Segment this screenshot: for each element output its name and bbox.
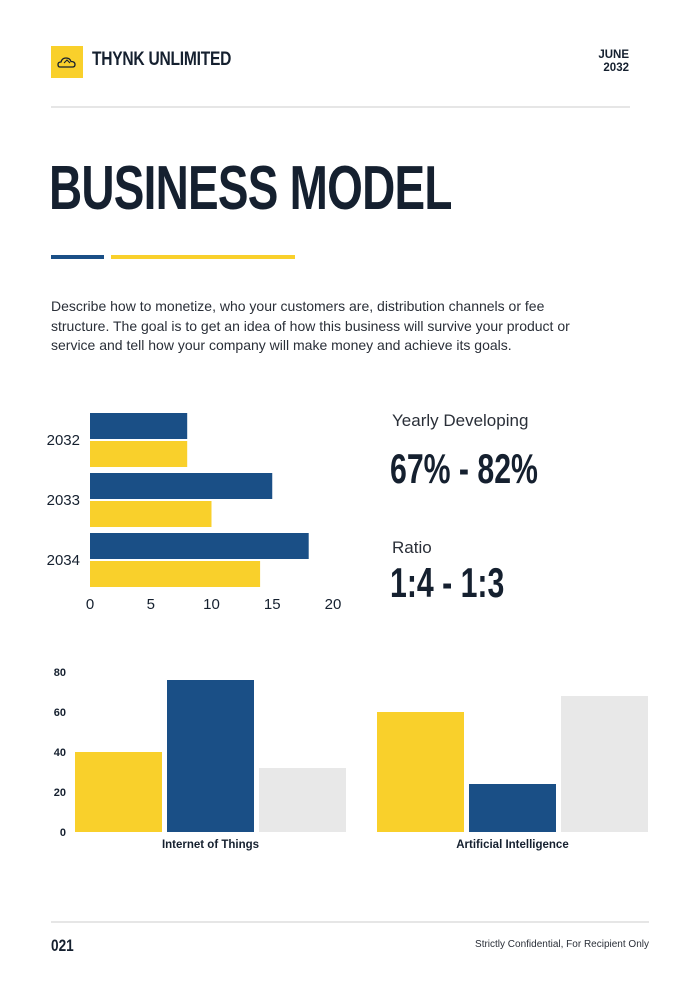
x-tick-label: 0: [86, 596, 94, 613]
date-year: 2032: [603, 62, 629, 74]
description-text: Describe how to monetize, who your custo…: [51, 298, 570, 353]
hbar-2032-s1: [90, 441, 188, 467]
category-label: Internet of Things: [162, 839, 259, 851]
stat-label-yearly: Yearly Developing: [392, 411, 529, 430]
vbar-1-s0: [377, 712, 464, 832]
x-tick-label: 15: [264, 596, 281, 613]
hbar-2034-s0: [90, 533, 309, 559]
logo-icon: [51, 46, 83, 78]
hbar-2033-s1: [90, 501, 212, 527]
date-month: JUNE: [598, 49, 629, 61]
vbar-1-s2: [561, 696, 648, 832]
y-tick-label: 20: [54, 787, 66, 799]
confidential-note: Strictly Confidential, For Recipient Onl…: [475, 939, 649, 950]
category-label: Artificial Intelligence: [456, 839, 568, 851]
title-accent-yellow: [111, 255, 295, 259]
vbar-0-s0: [75, 752, 162, 832]
stat-label-ratio: Ratio: [392, 538, 432, 557]
brand-name: THYNK UNLIMITED: [92, 49, 232, 70]
vbar-1-s1: [469, 784, 556, 832]
header-date: JUNE 2032: [598, 49, 629, 75]
hbar-2034-s1: [90, 561, 261, 587]
y-tick-label: 0: [60, 827, 66, 839]
x-tick-label: 10: [203, 596, 220, 613]
vbar-0-s1: [167, 680, 254, 832]
y-tick-label: 2034: [47, 552, 80, 569]
header-divider: [51, 106, 630, 108]
y-tick-label: 80: [54, 667, 66, 679]
y-tick-label: 60: [54, 707, 66, 719]
x-tick-label: 5: [147, 596, 155, 613]
x-tick-label: 20: [325, 596, 342, 613]
hbar-2033-s0: [90, 473, 273, 499]
hbar-2032-s0: [90, 413, 188, 439]
y-tick-label: 2032: [47, 432, 80, 449]
vbar-0-s2: [259, 768, 346, 832]
y-tick-label: 40: [54, 747, 66, 759]
title-accent-blue: [51, 255, 104, 259]
y-tick-label: 2033: [47, 492, 80, 509]
page-title: BUSINESS MODEL: [49, 154, 452, 223]
stat-value-yearly: 67% - 82%: [390, 445, 538, 492]
footer-divider: [51, 921, 649, 923]
vertical-bar-chart: 0 20 40 60 80 Internet of Things Artificial In…: [54, 667, 648, 851]
horizontal-bar-chart: 2032 2033 2034 0 5 10 15 20: [47, 413, 342, 613]
stat-value-ratio: 1:4 - 1:3: [390, 559, 505, 606]
page-number: 021: [51, 936, 74, 955]
